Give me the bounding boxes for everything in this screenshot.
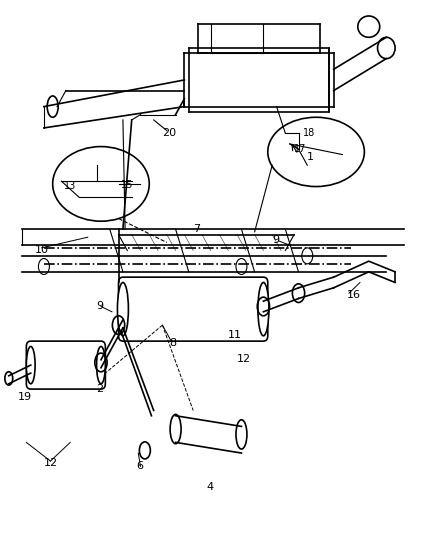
Text: 2: 2 (96, 384, 103, 394)
Ellipse shape (236, 420, 247, 449)
FancyBboxPatch shape (118, 277, 267, 341)
Text: 16: 16 (346, 290, 360, 301)
FancyBboxPatch shape (26, 341, 105, 389)
Text: 11: 11 (228, 330, 242, 341)
Text: 7: 7 (193, 224, 200, 234)
Text: 6: 6 (136, 461, 143, 471)
Text: 1: 1 (307, 152, 314, 162)
Text: 9: 9 (272, 235, 279, 245)
Text: 12: 12 (44, 458, 58, 469)
Text: 4: 4 (206, 482, 213, 492)
Ellipse shape (117, 282, 128, 336)
Text: 17: 17 (293, 144, 306, 154)
Text: 12: 12 (237, 354, 251, 365)
Ellipse shape (26, 346, 35, 384)
Ellipse shape (257, 282, 268, 336)
Text: 19: 19 (18, 392, 32, 402)
Text: 18: 18 (302, 128, 314, 138)
Text: 10: 10 (35, 245, 49, 255)
Text: 15: 15 (121, 180, 133, 190)
Ellipse shape (96, 346, 105, 384)
Text: 13: 13 (64, 181, 76, 191)
Text: 20: 20 (162, 128, 176, 138)
Text: 9: 9 (96, 301, 103, 311)
Text: 8: 8 (169, 338, 176, 349)
